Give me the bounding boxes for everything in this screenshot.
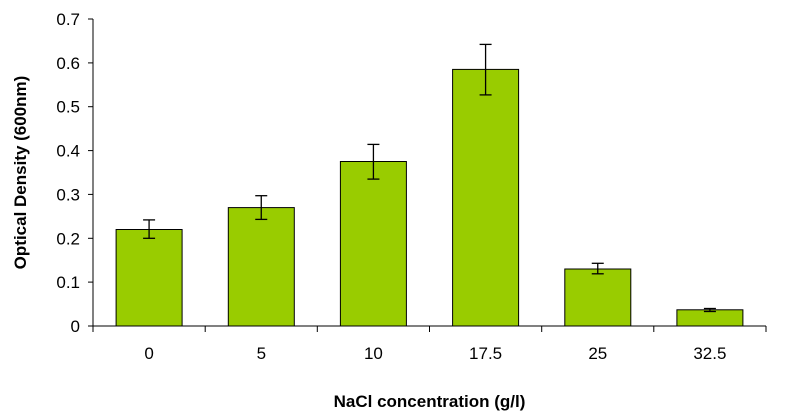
x-tick-label: 32.5 [693,344,726,363]
bar [452,68,520,327]
bar [115,229,183,327]
y-tick-label: 0.7 [56,10,80,29]
y-axis-title: Optical Density (600nm) [11,76,30,270]
bar [564,268,632,327]
x-tick-label: 10 [364,344,383,363]
axes-layer [88,18,767,332]
y-tick-label: 0.3 [56,185,80,204]
bar [339,161,407,327]
y-tick-label: 0.1 [56,273,80,292]
y-tick-label: 0.6 [56,54,80,73]
y-tick-label: 0 [71,317,80,336]
x-tick-label: 17.5 [469,344,502,363]
bar [227,207,295,327]
y-tick-label: 0.4 [56,142,80,161]
x-axis-title: NaCl concentration (g/l) [334,392,526,411]
y-tick-label: 0.5 [56,98,80,117]
bar [676,309,744,327]
y-tick-label: 0.2 [56,229,80,248]
x-tick-label: 0 [144,344,153,363]
bars-layer [115,68,744,327]
tick-labels-layer: 0 0.1 0.2 0.3 0.4 0.5 0.6 0.7 0 5 10 17.5 25 32.5 [56,10,726,363]
error-bars-layer [143,43,716,313]
x-tick-label: 5 [257,344,266,363]
x-tick-label: 25 [588,344,607,363]
